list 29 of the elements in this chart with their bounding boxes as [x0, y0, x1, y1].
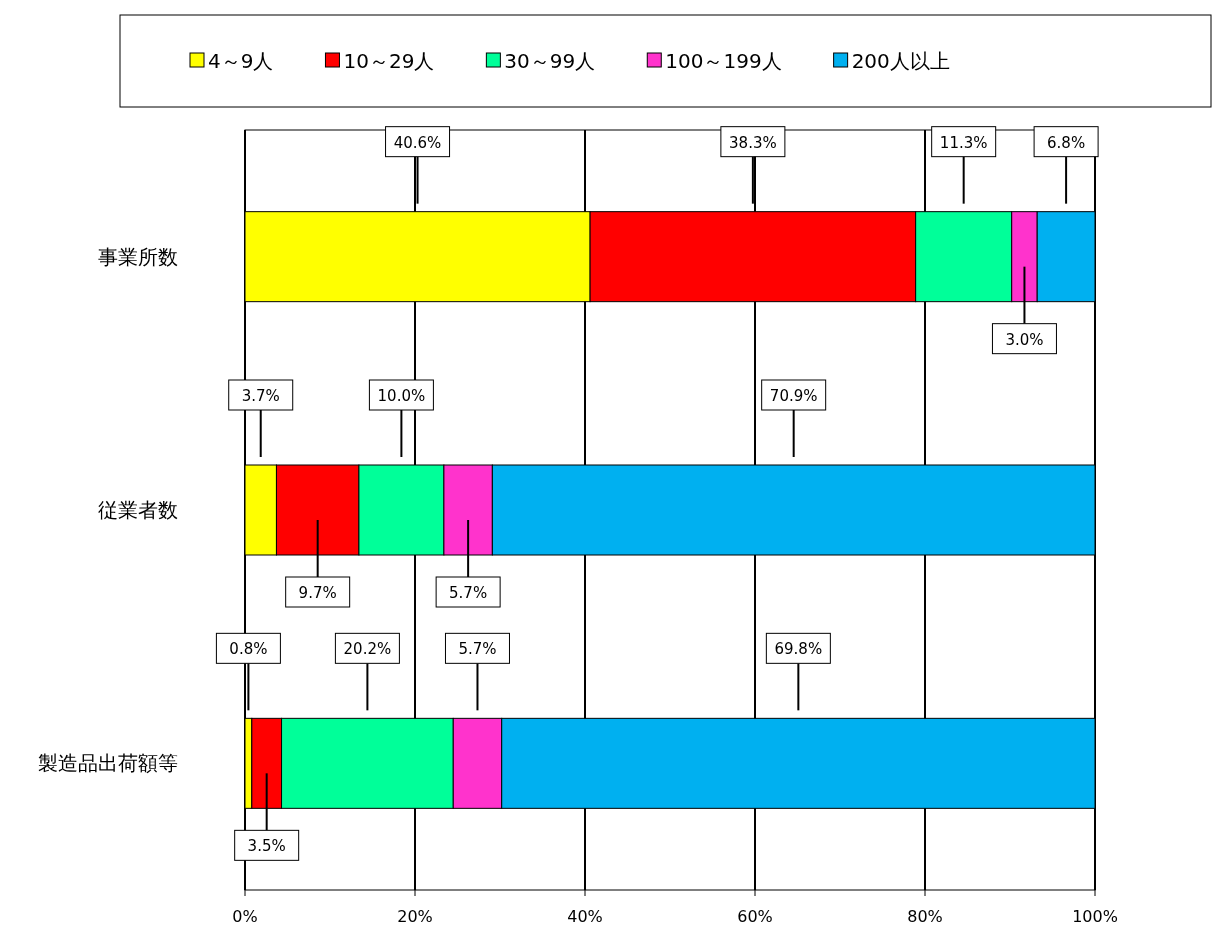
data-label: 5.7%: [458, 640, 497, 659]
data-label: 38.3%: [729, 133, 777, 152]
legend-label: 4～9人: [208, 49, 274, 73]
x-tick-label: 60%: [737, 907, 773, 926]
legend-label: 100～199人: [665, 49, 782, 73]
x-tick-label: 40%: [567, 907, 603, 926]
x-tick-label: 100%: [1072, 907, 1118, 926]
data-label: 10.0%: [377, 387, 426, 405]
data-label: 3.5%: [247, 837, 286, 856]
y-tick-label: 製造品出荷額等: [38, 751, 178, 776]
x-tick-label: 0%: [232, 907, 258, 926]
legend-label: 30～99人: [504, 49, 596, 73]
data-label: 9.7%: [298, 584, 337, 602]
y-tick-label: 事業所数: [98, 244, 178, 269]
x-tick-label: 20%: [397, 907, 433, 926]
data-label: 6.8%: [1047, 133, 1086, 152]
data-label: 3.7%: [241, 387, 280, 405]
legend-label: 200人以上: [851, 49, 950, 73]
data-label: 20.2%: [343, 640, 392, 659]
data-label: 69.8%: [774, 640, 823, 659]
x-tick-label: 80%: [907, 907, 943, 926]
data-label: 3.0%: [1005, 330, 1044, 349]
legend-label: 10～29人: [343, 49, 435, 73]
data-label: 40.6%: [393, 133, 442, 152]
data-label: 0.8%: [229, 640, 268, 659]
data-label: 70.9%: [769, 387, 818, 405]
y-tick-label: 従業者数: [98, 498, 178, 522]
data-label: 5.7%: [449, 584, 488, 602]
data-label: 11.3%: [939, 133, 988, 152]
